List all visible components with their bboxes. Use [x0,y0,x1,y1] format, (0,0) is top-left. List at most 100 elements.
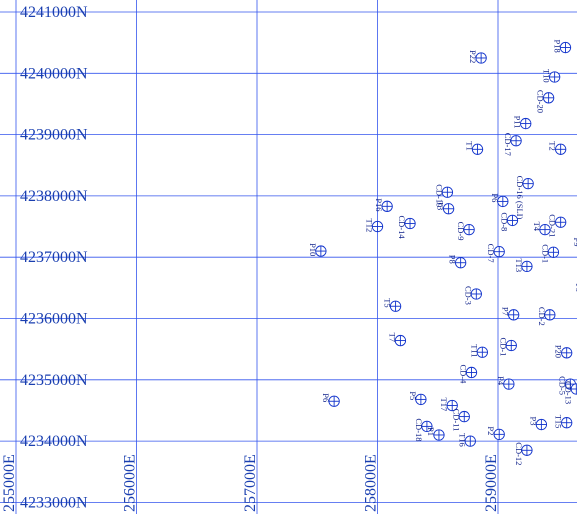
point-label: P3 [528,417,538,426]
point-label: CD-13 [563,381,573,404]
northing-label: 4238000N [20,188,88,205]
survey-point: CD-11 [451,409,470,432]
point-label: CD-4 [458,364,468,384]
northing-label: 4237000N [20,249,88,266]
survey-point: CD-14 [397,215,416,239]
point-label: CD-19 [434,184,444,207]
point-label: CD-5 [557,376,567,395]
point-label: P5 [408,391,418,400]
point-label: CD-17 [503,133,513,156]
point-label: P20 [554,345,564,358]
point-label: P1 [426,427,436,436]
point-label: CD-18 [414,418,424,441]
survey-point: P7 [501,307,520,321]
easting-label: 255000E [1,454,18,512]
survey-point: P2 [486,426,505,441]
point-label: P10 [308,243,318,256]
point-label: CD-9 [456,222,466,241]
survey-point: T12 [365,219,384,233]
survey-point: CD-8 [499,212,519,231]
survey-point: CD-3 [463,286,482,305]
point-label: CD-21 [548,214,558,237]
survey-point: T3 [436,201,455,215]
survey-point: P8 [448,255,467,269]
survey-point: CD-21 [548,214,567,237]
point-label: P4 [496,376,506,386]
survey-point: CD-1 [498,337,517,356]
survey-point: T10 [542,69,561,83]
point-label: T16 [457,433,467,447]
point-label: CD-16 (SLI) [515,176,525,220]
northing-label: 4241000N [20,4,88,21]
point-label: T1 [465,141,475,150]
survey-point: P16 [374,198,393,212]
survey-point: T2 [548,141,567,155]
easting-label: 256000E [122,454,139,512]
survey-point: P6 [321,393,340,407]
point-label: CD-7 [486,244,496,263]
point-label: T15 [554,415,564,429]
northing-label: 4235000N [20,372,88,389]
northing-label: 4240000N [20,65,88,82]
easting-label: 259000E [483,454,500,512]
point-label: T3 [436,201,446,210]
point-label: T11 [469,344,479,357]
point-label: CD-20 [536,90,546,113]
point-label: P2 [486,426,496,435]
survey-point: CD-18 [414,418,433,442]
northing-label: 4234000N [20,433,88,450]
point-label: P9 [572,238,577,247]
survey-point: P6 [490,193,509,208]
survey-point: CD-4 [458,364,478,384]
survey-point: P11 [513,116,532,130]
point-label: T7 [387,333,397,342]
survey-point: T13 [514,258,533,272]
survey-point: CD-7 [486,244,505,263]
point-label: CD-3 [463,286,473,305]
survey-point: CD-1 [540,244,560,263]
northing-label: 4236000N [20,311,88,328]
northing-label: 4233000N [20,494,88,511]
survey-point: T5 [383,298,402,312]
survey-point: T4 [532,222,551,236]
survey-point: P1 [426,427,445,441]
point-label: CD-12 [514,442,524,465]
point-label: T4 [532,222,542,232]
survey-point: T16 [457,433,476,447]
survey-point: T15 [554,415,573,429]
survey-point: T7 [387,333,407,347]
survey-point: CD-13 [563,381,577,404]
point-label: T5 [383,298,393,307]
survey-point: CD-19 [434,184,454,207]
point-label: P22 [468,50,478,63]
survey-point: P18 [552,40,572,54]
survey-point: CD-9 [456,222,475,241]
grid-labels: 4241000N 4240000N 4239000N 4238000N 4237000N… [1,4,500,512]
survey-point: P4 [496,376,515,390]
survey-point: CD-12 [514,442,533,465]
easting-label: 257000E [242,454,259,512]
point-label: CD-14 [397,215,407,239]
survey-point: P3 [528,417,548,431]
survey-point: CD-16 (SLI) [515,176,534,220]
survey-point: T1 [465,141,484,155]
point-label: CD-11 [451,409,461,432]
survey-point: CD-17 [503,133,522,156]
survey-point: P5 [408,391,427,406]
point-label: CD-2 [537,307,547,326]
point-label: T6 [574,282,577,291]
point-label: T10 [542,69,552,83]
point-label: CD-1 [498,337,508,356]
point-label: CD-1 [540,244,550,263]
survey-point: T6 [574,282,577,291]
point-label: T13 [514,258,524,272]
point-label: T17 [439,398,449,412]
point-label: P11 [513,116,523,129]
point-label: T12 [365,219,375,233]
point-label: P16 [374,198,384,211]
point-label: T2 [548,141,558,150]
easting-label: 258000E [363,454,380,512]
survey-point: T11 [469,344,488,358]
survey-point: P9 [572,238,577,247]
